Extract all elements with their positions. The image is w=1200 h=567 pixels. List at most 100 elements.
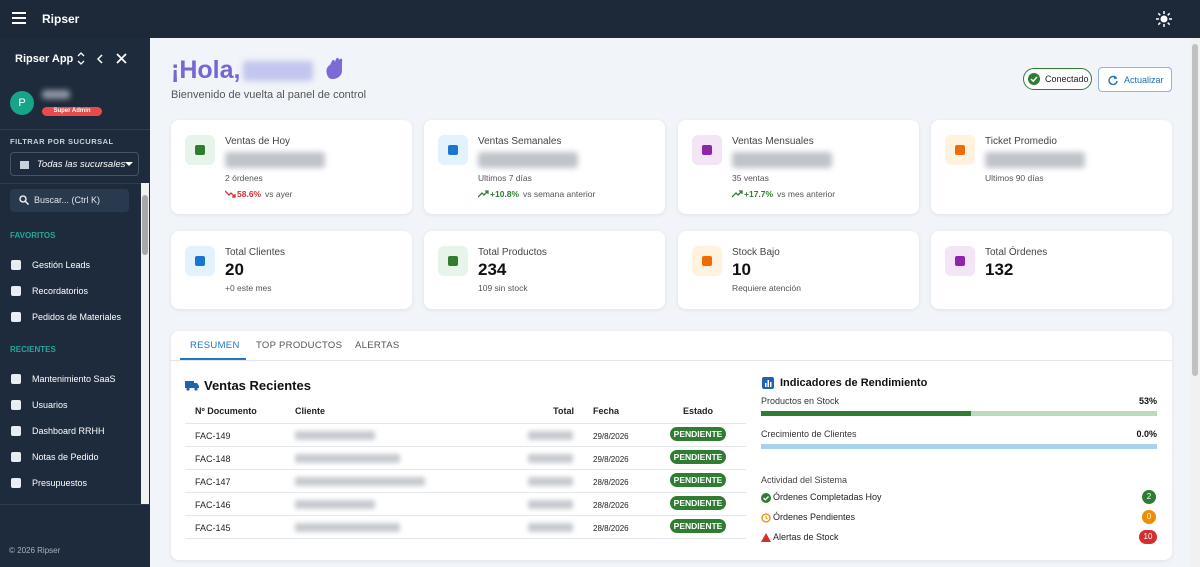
cell-total-hidden: [528, 500, 573, 509]
status-chip: PENDIENTE: [670, 450, 726, 464]
stat-change: +10.8%: [490, 189, 520, 199]
row-divider: [185, 538, 746, 539]
stat-note: +0 este mes: [225, 283, 272, 293]
stat-icon: [692, 246, 722, 276]
kpi-label: Productos en Stock: [761, 396, 840, 406]
stat-card: Total Productos 234 109 sin stock: [424, 231, 665, 309]
stat-note: Requiere atención: [732, 283, 801, 293]
menu-item[interactable]: Notas de Pedido: [0, 447, 140, 467]
sidebar-controls[interactable]: [76, 52, 136, 66]
menu-icon: [11, 478, 21, 488]
stat-note: 35 ventas: [732, 173, 769, 183]
row-divider: [185, 492, 746, 493]
menu-label: Gestión Leads: [32, 260, 91, 270]
stat-label: Total Clientes: [225, 247, 286, 258]
row-divider: [185, 469, 746, 470]
menu-item[interactable]: Recordatorios: [0, 281, 140, 301]
kpi-label: Crecimiento de Clientes: [761, 429, 857, 439]
trend-icon: [225, 190, 236, 198]
kpi-track: [761, 444, 1157, 449]
menu-icon: [11, 286, 21, 296]
sidebar-footer: © 2026 Ripser: [9, 546, 61, 555]
activity-label: Órdenes Pendientes: [773, 512, 856, 522]
stat-change-note: vs ayer: [265, 189, 293, 199]
theme-toggle[interactable]: [1156, 11, 1172, 27]
menu-icon: [11, 400, 21, 410]
column-header: Total: [553, 406, 574, 416]
menu-label: Pedidos de Materiales: [32, 312, 122, 322]
menu-icon[interactable]: [12, 12, 26, 24]
search-box[interactable]: Buscar... (Ctrl K): [10, 189, 129, 212]
stat-change-note: vs mes anterior: [777, 189, 836, 199]
sales-title: Ventas Recientes: [204, 378, 311, 393]
stat-note: 109 sin stock: [478, 283, 528, 293]
stat-label: Stock Bajo: [732, 247, 780, 258]
stat-note: Ultimos 7 días: [478, 173, 532, 183]
kpi-value: 0.0%: [1136, 429, 1157, 439]
branch-select[interactable]: Todas las sucursales: [10, 152, 139, 176]
stat-change: +17.7%: [744, 189, 774, 199]
trend-icon: [732, 190, 743, 198]
stat-label: Total Órdenes: [985, 247, 1048, 258]
stat-value: 20: [225, 260, 244, 279]
refresh-button[interactable]: Actualizar: [1098, 67, 1172, 92]
row-divider: [185, 423, 746, 424]
stat-label: Total Productos: [478, 247, 547, 258]
stat-label: Ventas Semanales: [478, 136, 562, 147]
stat-note: Ultimos 90 días: [985, 173, 1044, 183]
stat-icon: [438, 246, 468, 276]
stat-value: 234: [478, 260, 507, 279]
menu-item[interactable]: Dashboard RRHH: [0, 421, 140, 441]
stat-value: 132: [985, 260, 1014, 279]
sidebar-app-name: Ripser App: [15, 53, 74, 65]
refresh-text: Actualizar: [1124, 75, 1164, 85]
wave-icon: [326, 57, 343, 80]
activity-icon: [761, 513, 771, 523]
menu-label: Dashboard RRHH: [32, 426, 105, 436]
status-chip: Conectado: [1023, 68, 1092, 90]
menu-icon: [11, 426, 21, 436]
menu-item[interactable]: Usuarios: [0, 395, 140, 415]
cell-total-hidden: [528, 523, 573, 532]
menu-icon: [11, 312, 21, 322]
cell-date: 29/8/2026: [593, 432, 629, 441]
stat-value-hidden: [225, 152, 325, 168]
subtitle: Bienvenido de vuelta al panel de control: [171, 89, 367, 101]
avatar: P: [10, 91, 34, 115]
status-chip: PENDIENTE: [670, 519, 726, 533]
cell-doc: FAC-146: [195, 500, 231, 510]
topbar: Ripser: [0, 0, 1200, 38]
status-text: Conectado: [1045, 74, 1089, 84]
stat-icon: [438, 135, 468, 165]
menu-item[interactable]: Mantenimiento SaaS: [0, 369, 140, 389]
kpi-title: Indicadores de Rendimiento: [780, 377, 928, 389]
cell-doc: FAC-145: [195, 523, 231, 533]
cell-date: 28/8/2026: [593, 524, 629, 533]
menu-item[interactable]: Pedidos de Materiales: [0, 307, 140, 327]
row-divider: [185, 515, 746, 516]
cell-date: 29/8/2026: [593, 455, 629, 464]
menu-item[interactable]: Gestión Leads: [0, 255, 140, 275]
cell-total-hidden: [528, 454, 573, 463]
tab[interactable]: TOP PRODUCTOS: [256, 340, 343, 351]
cell-client-hidden: [295, 454, 400, 463]
cell-client-hidden: [295, 477, 425, 486]
role-badge: Super Admin: [42, 107, 102, 116]
kpi-value: 53%: [1138, 396, 1157, 406]
status-chip: PENDIENTE: [670, 427, 726, 441]
column-header: Nº Documento: [195, 406, 257, 416]
menu-item[interactable]: Presupuestos: [0, 473, 140, 493]
activity-label: Órdenes Completadas Hoy: [773, 492, 882, 502]
kpi-bar: [761, 411, 971, 416]
greeting: ¡Hola,: [171, 56, 241, 84]
stat-card: Total Órdenes 132: [931, 231, 1172, 309]
tab[interactable]: RESUMEN: [190, 340, 240, 351]
activity-count: 10: [1139, 530, 1157, 544]
stat-icon: [185, 135, 215, 165]
cell-client-hidden: [295, 523, 400, 532]
cell-client-hidden: [295, 431, 375, 440]
stat-value-hidden: [732, 152, 832, 168]
tab[interactable]: ALERTAS: [355, 340, 400, 351]
stat-value-hidden: [478, 152, 578, 168]
